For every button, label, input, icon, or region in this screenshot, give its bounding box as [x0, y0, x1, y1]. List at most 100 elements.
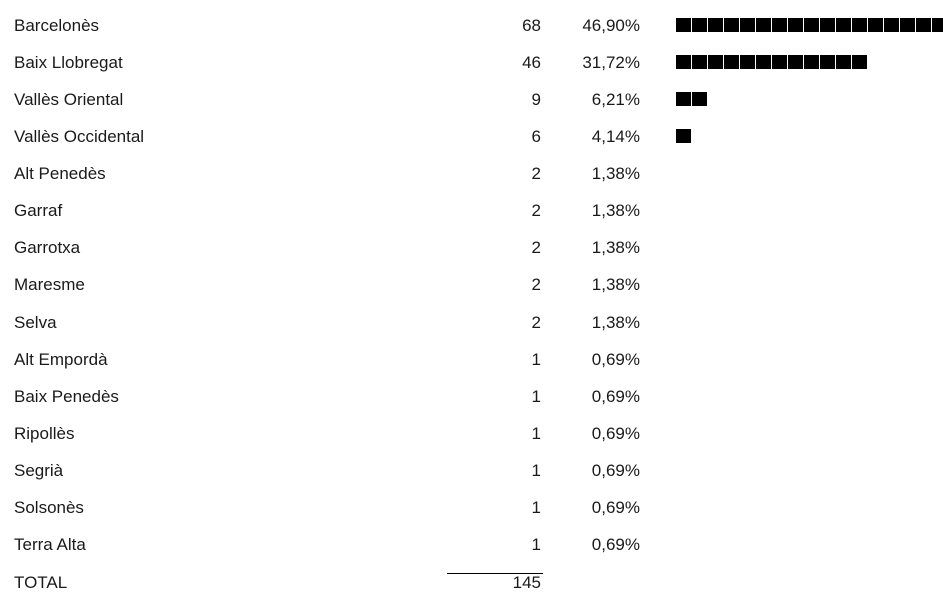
row-bar [676, 18, 943, 32]
bar-block [916, 18, 932, 32]
table-row-valles-occidental: Vallès Occidental 6 4,14% [0, 118, 943, 155]
table-row-solsones: Solsonès 1 0,69% [0, 489, 943, 526]
table-row-terra-alta: Terra Alta 1 0,69% [0, 526, 943, 563]
row-bar [676, 55, 868, 70]
table-row-segria: Segrià 1 0,69% [0, 452, 943, 489]
bar-block [692, 18, 708, 32]
row-percent: 0,69% [591, 423, 640, 443]
row-count: 1 [531, 349, 541, 369]
row-count: 2 [531, 201, 541, 221]
row-bar [676, 92, 708, 107]
bar-block [788, 55, 804, 70]
bar-block [692, 92, 708, 107]
row-count: 2 [531, 312, 541, 332]
bar-block [836, 55, 852, 70]
row-label: Baix Llobregat [14, 53, 123, 73]
bar-block [740, 55, 756, 70]
bar-block [868, 18, 884, 32]
row-count: 1 [531, 460, 541, 480]
bar-block [788, 18, 804, 32]
bar-block [724, 18, 740, 32]
row-count: 2 [531, 238, 541, 258]
bar-block [884, 18, 900, 32]
table-row-alt-penedes: Alt Penedès 2 1,38% [0, 155, 943, 192]
row-count: 1 [531, 497, 541, 517]
row-count: 1 [531, 423, 541, 443]
row-count: 6 [531, 127, 541, 147]
bar-block [708, 55, 724, 70]
row-percent: 0,69% [591, 534, 640, 554]
row-percent: 1,38% [591, 201, 640, 221]
bar-block [676, 18, 692, 32]
row-label: Alt Penedès [14, 164, 106, 184]
row-label: Vallès Occidental [14, 127, 145, 147]
table-row-maresme: Maresme 2 1,38% [0, 266, 943, 303]
row-percent: 6,21% [591, 90, 640, 110]
row-count: 68 [522, 16, 541, 35]
bar-block [836, 18, 852, 32]
total-count: 145 [512, 573, 541, 593]
table-row-ripolles: Ripollès 1 0,69% [0, 415, 943, 452]
bar-block [804, 55, 820, 70]
row-label: Garrotxa [14, 238, 81, 258]
row-percent: 0,69% [591, 460, 640, 480]
row-bar [676, 129, 692, 144]
table-row-baix-penedes: Baix Penedès 1 0,69% [0, 378, 943, 415]
row-label: Vallès Oriental [14, 90, 124, 110]
bar-block [772, 18, 788, 32]
row-label: Solsonès [14, 497, 84, 517]
table-row-valles-oriental: Vallès Oriental 9 6,21% [0, 81, 943, 118]
row-label: Terra Alta [14, 534, 86, 554]
row-percent: 4,14% [591, 127, 640, 147]
bar-block [820, 55, 836, 70]
bar-block [804, 18, 820, 32]
row-label: Baix Penedès [14, 386, 119, 406]
row-percent: 1,38% [591, 275, 640, 295]
row-percent: 46,90% [582, 16, 640, 35]
row-percent: 1,38% [591, 238, 640, 258]
table-row-garrotxa: Garrotxa 2 1,38% [0, 229, 943, 266]
bar-block [724, 55, 740, 70]
bar-block [708, 18, 724, 32]
table-row-baix-llobregat: Baix Llobregat 46 31,72% [0, 44, 943, 81]
row-percent: 1,38% [591, 312, 640, 332]
row-percent: 31,72% [582, 53, 640, 73]
row-percent: 0,69% [591, 497, 640, 517]
row-label: Segrià [14, 460, 64, 480]
bar-block [900, 18, 916, 32]
row-percent: 0,69% [591, 349, 640, 369]
table-row-garraf: Garraf 2 1,38% [0, 192, 943, 229]
row-count: 2 [531, 164, 541, 184]
bar-block [740, 18, 756, 32]
row-label: Selva [14, 312, 57, 332]
bar-block [772, 55, 788, 70]
bar-block [852, 18, 868, 32]
bar-block [676, 55, 692, 70]
bar-block [756, 55, 772, 70]
row-label: Ripollès [14, 423, 75, 443]
row-label: Maresme [14, 275, 85, 295]
row-label: Garraf [14, 201, 63, 221]
bar-block [932, 18, 943, 32]
bar-block [692, 55, 708, 70]
table-row-selva: Selva 2 1,38% [0, 304, 943, 341]
table-row-barcelones: Barcelonès 68 46,90% [0, 7, 943, 44]
table-row-alt-emporda: Alt Empordà 1 0,69% [0, 341, 943, 378]
bar-block [852, 55, 868, 70]
row-label: Barcelonès [14, 16, 100, 35]
bar-block [820, 18, 836, 32]
row-count: 2 [531, 275, 541, 295]
bar-block [756, 18, 772, 32]
row-label: Alt Empordà [14, 349, 108, 369]
row-percent: 1,38% [591, 164, 640, 184]
row-count: 9 [531, 90, 541, 110]
row-percent: 0,69% [591, 386, 640, 406]
row-count: 46 [522, 53, 541, 73]
row-count: 1 [531, 534, 541, 554]
total-row: TOTAL 145 [0, 564, 943, 601]
total-label: TOTAL [14, 573, 68, 593]
row-count: 1 [531, 386, 541, 406]
bar-block [676, 92, 692, 107]
bar-block [676, 129, 692, 144]
